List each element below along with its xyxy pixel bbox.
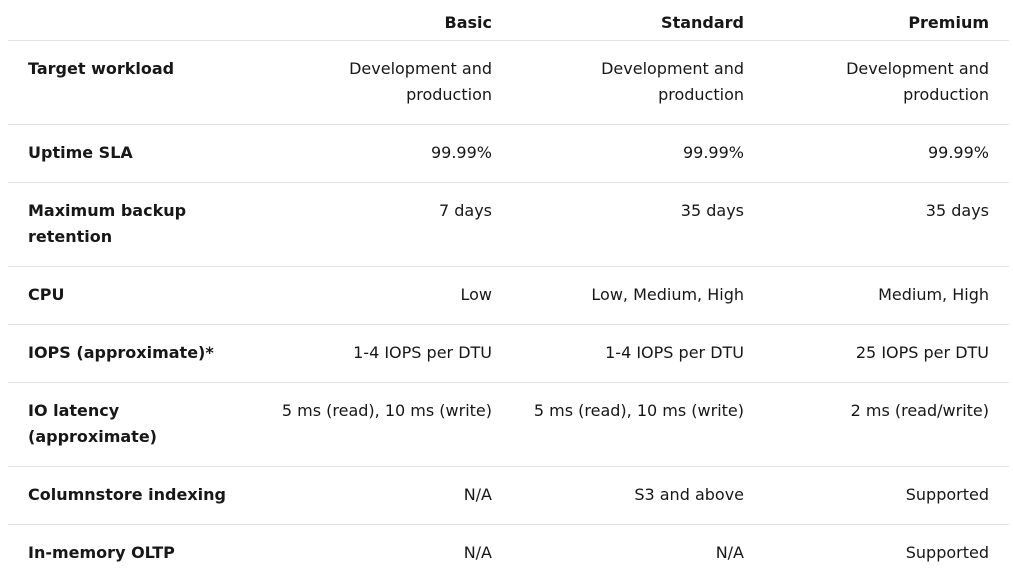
cell-standard: 99.99% [512, 124, 764, 183]
table-row-in-memory-oltp: In-memory OLTP N/A N/A Supported [8, 524, 1009, 582]
cell-premium: 35 days [764, 182, 1009, 267]
row-label: Columnstore indexing [8, 466, 260, 525]
header-standard: Standard [512, 0, 764, 41]
table-row-cpu: CPU Low Low, Medium, High Medium, High [8, 266, 1009, 325]
cell-standard: Development and production [512, 40, 764, 125]
row-label: Target workload [8, 40, 260, 125]
cell-premium: Medium, High [764, 266, 1009, 325]
row-label: CPU [8, 266, 260, 325]
cell-premium: Development and production [764, 40, 1009, 125]
cell-standard: S3 and above [512, 466, 764, 525]
cell-basic: N/A [260, 466, 512, 525]
cell-basic: 1-4 IOPS per DTU [260, 324, 512, 383]
table-header-row: Basic Standard Premium [8, 0, 1009, 41]
cell-standard: 35 days [512, 182, 764, 267]
header-premium: Premium [764, 0, 1009, 41]
comparison-table-container: Basic Standard Premium Target workload D… [8, 0, 1009, 582]
cell-premium: 2 ms (read/write) [764, 382, 1009, 467]
table-row-iops: IOPS (approximate)* 1-4 IOPS per DTU 1-4… [8, 324, 1009, 383]
cell-standard: N/A [715, 542, 744, 562]
row-label: Uptime SLA [8, 124, 260, 183]
cell-basic: 7 days [260, 182, 512, 267]
header-empty-cell [8, 0, 260, 41]
row-label: In-memory OLTP [28, 542, 175, 562]
table-row-columnstore: Columnstore indexing N/A S3 and above Su… [8, 466, 1009, 525]
table-row-target-workload: Target workload Development and producti… [8, 40, 1009, 125]
service-tier-comparison-table: Basic Standard Premium Target workload D… [8, 0, 1009, 582]
row-label: IO latency (approximate) [8, 382, 260, 467]
cell-basic: 99.99% [260, 124, 512, 183]
cell-premium: 99.99% [764, 124, 1009, 183]
table-row-backup-retention: Maximum backup retention 7 days 35 days … [8, 182, 1009, 267]
cell-standard: 5 ms (read), 10 ms (write) [512, 382, 764, 467]
header-basic: Basic [260, 0, 512, 41]
table-row-io-latency: IO latency (approximate) 5 ms (read), 10… [8, 382, 1009, 467]
cell-standard: 1-4 IOPS per DTU [512, 324, 764, 383]
cell-basic: 5 ms (read), 10 ms (write) [260, 382, 512, 467]
cell-basic: Development and production [260, 40, 512, 125]
row-label: Maximum backup retention [8, 182, 260, 267]
cell-standard: Low, Medium, High [512, 266, 764, 325]
cell-premium: Supported [905, 542, 989, 562]
cell-premium: Supported [764, 466, 1009, 525]
table-row-uptime-sla: Uptime SLA 99.99% 99.99% 99.99% [8, 124, 1009, 183]
cell-premium: 25 IOPS per DTU [764, 324, 1009, 383]
row-label: IOPS (approximate)* [8, 324, 260, 383]
cell-basic: N/A [463, 542, 492, 562]
cell-basic: Low [260, 266, 512, 325]
